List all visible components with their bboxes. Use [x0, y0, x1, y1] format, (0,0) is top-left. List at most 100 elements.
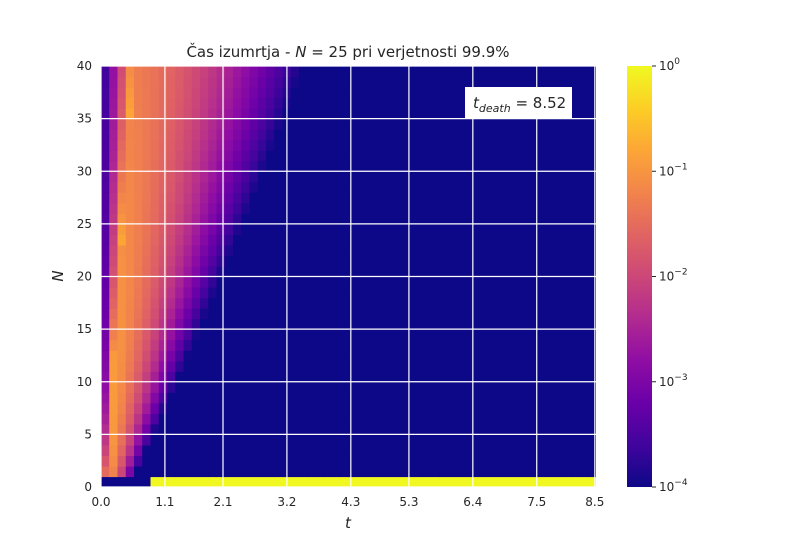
- heatmap-cell: [373, 192, 383, 204]
- heatmap-cell: [464, 423, 473, 435]
- heatmap-cell: [571, 234, 581, 246]
- heatmap-cell: [249, 181, 259, 193]
- heatmap-cell: [323, 392, 333, 404]
- heatmap-cell: [563, 423, 572, 435]
- heatmap-cell: [571, 139, 581, 151]
- heatmap-cell: [158, 202, 168, 214]
- heatmap-cell: [175, 202, 185, 214]
- heatmap-cell: [389, 371, 399, 383]
- heatmap-cell: [439, 118, 449, 130]
- heatmap-cell: [183, 192, 193, 204]
- heatmap-cell: [241, 76, 251, 88]
- heatmap-cell: [398, 139, 407, 151]
- heatmap-cell: [125, 392, 135, 404]
- heatmap-cell: [381, 87, 391, 99]
- heatmap-cell: [480, 392, 490, 404]
- heatmap-cell: [480, 413, 490, 425]
- heatmap-cell: [224, 465, 234, 478]
- heatmap-cell: [125, 329, 135, 341]
- heatmap-cell: [373, 255, 383, 267]
- heatmap-cell: [488, 465, 498, 478]
- heatmap-cell: [101, 171, 110, 183]
- heatmap-cell: [183, 455, 193, 467]
- heatmap-cell: [505, 371, 515, 383]
- heatmap-cell: [134, 308, 143, 320]
- heatmap-cell: [546, 129, 556, 141]
- heatmap-cell: [224, 213, 234, 225]
- heatmap-cell: [249, 339, 259, 351]
- heatmap-cell: [455, 402, 465, 414]
- heatmap-cell: [101, 476, 110, 487]
- heatmap-cell: [290, 171, 300, 183]
- heatmap-cell: [497, 265, 506, 278]
- heatmap-cell: [216, 465, 226, 478]
- heatmap-cell: [290, 434, 300, 446]
- heatmap-cell: [431, 255, 440, 267]
- heatmap-cell: [109, 413, 119, 425]
- heatmap-cell: [546, 444, 556, 457]
- heatmap-cell: [315, 287, 325, 299]
- heatmap-cell: [505, 434, 515, 446]
- heatmap-cell: [332, 465, 341, 478]
- heatmap-cell: [480, 213, 490, 225]
- heatmap-cell: [274, 139, 284, 151]
- heatmap-cell: [579, 444, 589, 457]
- heatmap-cell: [274, 434, 284, 446]
- heatmap-cell: [480, 171, 490, 183]
- heatmap-cell: [447, 265, 457, 278]
- heatmap-cell: [521, 381, 531, 393]
- heatmap-cell: [505, 413, 515, 425]
- heatmap-cell: [439, 76, 449, 88]
- heatmap-cell: [389, 202, 399, 214]
- heatmap-cell: [431, 118, 440, 130]
- heatmap-cell: [191, 297, 201, 309]
- heatmap-cell: [175, 255, 185, 267]
- heatmap-cell: [439, 255, 449, 267]
- heatmap-cell: [167, 287, 176, 299]
- heatmap-cell: [571, 287, 581, 299]
- heatmap-cell: [224, 287, 234, 299]
- heatmap-cell: [109, 308, 119, 320]
- heatmap-cell: [332, 223, 341, 236]
- heatmap-cell: [348, 76, 358, 88]
- heatmap-cell: [142, 444, 152, 457]
- heatmap-cell: [134, 476, 143, 487]
- heatmap-cell: [579, 213, 589, 225]
- heatmap-cell: [249, 160, 259, 172]
- heatmap-cell: [406, 465, 416, 478]
- heatmap-cell: [208, 434, 218, 446]
- heatmap-cell: [266, 160, 275, 172]
- heatmap-cell: [340, 455, 350, 467]
- heatmap-cell: [464, 244, 473, 257]
- heatmap-cell: [216, 118, 226, 130]
- heatmap-cell: [422, 423, 432, 435]
- heatmap-cell: [307, 66, 317, 78]
- heatmap-cell: [266, 318, 275, 330]
- heatmap-cell: [447, 87, 457, 99]
- heatmap-cell: [125, 308, 135, 320]
- heatmap-cell: [521, 434, 531, 446]
- heatmap-cell: [340, 360, 350, 372]
- heatmap-cell: [389, 255, 399, 267]
- heatmap-cell: [422, 371, 432, 383]
- heatmap-cell: [191, 287, 201, 299]
- heatmap-cell: [183, 108, 193, 120]
- heatmap-cell: [381, 265, 391, 278]
- heatmap-cell: [348, 276, 358, 288]
- heatmap-cell: [101, 139, 110, 151]
- heatmap-cell: [447, 139, 457, 151]
- heatmap-cell: [117, 171, 127, 183]
- heatmap-cell: [216, 423, 226, 435]
- heatmap-cell: [406, 171, 416, 183]
- heatmap-cell: [571, 223, 581, 236]
- heatmap-cell: [571, 402, 581, 414]
- heatmap-cell: [587, 97, 596, 109]
- heatmap-cell: [241, 171, 251, 183]
- heatmap-cell: [455, 202, 465, 214]
- heatmap-cell: [513, 276, 523, 288]
- heatmap-cell: [480, 287, 490, 299]
- heatmap-cell: [587, 244, 596, 257]
- heatmap-cell: [563, 181, 572, 193]
- heatmap-cell: [439, 244, 449, 257]
- heatmap-cell: [299, 192, 308, 204]
